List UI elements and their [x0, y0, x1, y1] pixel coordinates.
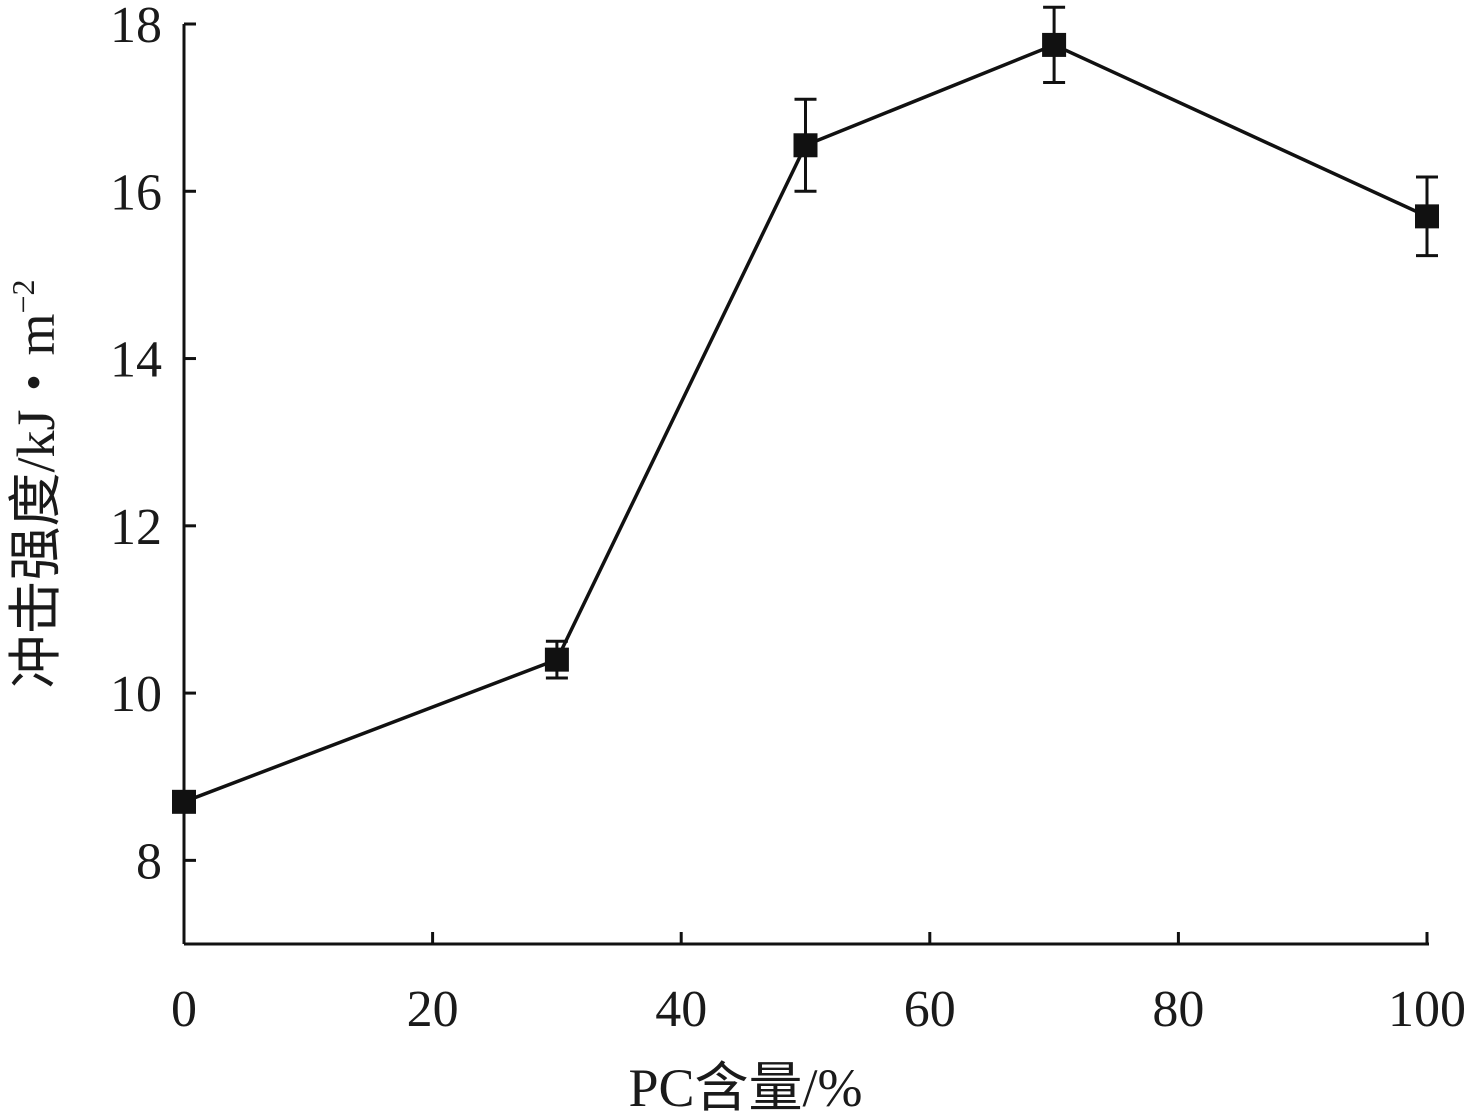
- data-point-marker: [1415, 204, 1439, 229]
- x-ticks: 0 20 40 60 80 100: [171, 932, 1466, 1038]
- x-tick-label: 20: [407, 981, 459, 1038]
- data-point-marker: [544, 647, 569, 672]
- x-tick-label: 0: [171, 981, 197, 1038]
- x-tick-label: 100: [1388, 981, 1466, 1038]
- y-tick-label: 16: [110, 164, 162, 221]
- y-axis-label-main: 冲击强度/kJ・m: [6, 314, 66, 689]
- y-tick-label: 10: [110, 666, 162, 723]
- y-tick-label: 8: [136, 833, 162, 890]
- data-point-marker: [793, 133, 818, 158]
- y-tick-label: 14: [110, 332, 162, 389]
- x-tick-label: 80: [1152, 981, 1204, 1038]
- data-point-marker: [172, 789, 196, 814]
- y-axis-label-superscript: −2: [5, 279, 41, 313]
- y-tick-label: 12: [110, 499, 162, 556]
- x-axis-label: PC含量/%: [628, 1058, 862, 1116]
- data-point-marker: [1042, 32, 1067, 57]
- y-ticks: 8 10 12 14 16 18: [110, 0, 196, 890]
- y-tick-label: 18: [110, 0, 162, 54]
- y-axis-label: 冲击强度/kJ・m−2: [5, 279, 66, 688]
- series: [172, 5, 1439, 814]
- x-tick-label: 60: [904, 981, 956, 1038]
- x-tick-label: 40: [655, 981, 707, 1038]
